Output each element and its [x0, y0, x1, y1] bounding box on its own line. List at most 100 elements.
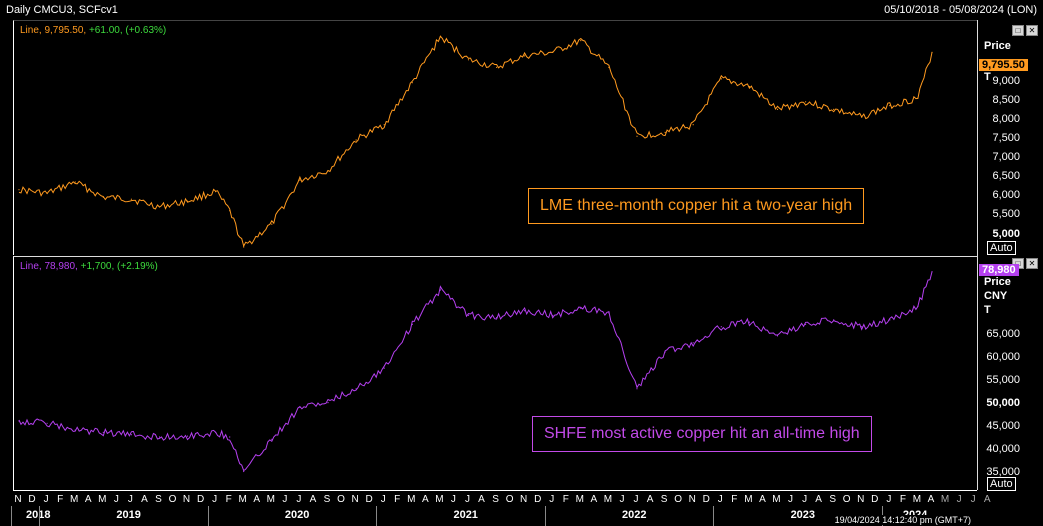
- y-tick-label: 5,500: [992, 208, 1020, 221]
- lme-price-axis[interactable]: □ ✕ Price 9,795.50 T 9,000 8,500 8,000 7,50…: [977, 20, 1043, 256]
- data-point: [243, 246, 245, 248]
- month-tick-label: A: [141, 494, 148, 505]
- y-tick-label: 8,000: [992, 112, 1020, 125]
- data-point: [917, 305, 919, 307]
- month-tick-label: J: [619, 494, 625, 505]
- year-tick-label: 2019: [116, 509, 141, 521]
- year-divider: [207, 506, 209, 526]
- y-tick-label: 45,000: [986, 419, 1020, 432]
- year-tick-label: 2023: [790, 509, 816, 521]
- y-tick-label: 50,000: [986, 396, 1020, 409]
- month-tick-label: O: [505, 494, 514, 505]
- lme-annotation: LME three-month copper hit a two-year hi…: [528, 188, 865, 224]
- month-tick-label: J: [127, 494, 133, 505]
- shfe-panel[interactable]: Line, 78,980, +1,700, (+2.19%) SHFE most…: [13, 256, 978, 491]
- data-point: [158, 436, 161, 438]
- data-point: [102, 431, 104, 433]
- lme-panel[interactable]: Line, 9,795.50, +61.00, (+0.63%) LME thr…: [13, 20, 978, 255]
- y-tick-label: 6,500: [992, 170, 1020, 183]
- series-line: [18, 271, 933, 472]
- data-point: [18, 189, 20, 191]
- data-point: [496, 66, 498, 68]
- series-line: [18, 35, 933, 248]
- data-point: [524, 310, 526, 312]
- month-tick-label: A: [84, 494, 92, 505]
- month-tick-label: S: [155, 494, 162, 505]
- lme-legend: Line, 9,795.50, +61.00, (+0.63%): [20, 25, 166, 36]
- month-tick-label: A: [309, 494, 317, 505]
- month-tick-label: M: [912, 494, 922, 505]
- month-tick-label: J: [212, 494, 218, 505]
- data-point: [636, 388, 638, 390]
- data-point: [327, 402, 329, 404]
- data-point: [215, 431, 217, 433]
- data-point: [580, 40, 582, 42]
- data-point: [636, 135, 638, 137]
- month-tick-label: O: [337, 494, 345, 505]
- shfe-price-axis[interactable]: □ ✕ 78,980 Price CNY T 65,00060,00055,00…: [977, 256, 1043, 491]
- data-point: [130, 198, 132, 200]
- data-point: [467, 314, 470, 316]
- data-point: [917, 97, 919, 99]
- y-tick-label: 5,000: [992, 227, 1020, 240]
- y-tick-label: 6,000: [992, 189, 1020, 202]
- close-icon[interactable]: ✕: [1026, 25, 1038, 36]
- month-tick-label: F: [731, 494, 738, 505]
- title-bar: Daily CMCU3, SCFcv1 05/10/2018 - 05/08/2…: [0, 0, 1043, 20]
- month-tick-label: J: [296, 494, 302, 505]
- data-point: [776, 335, 779, 337]
- data-point: [524, 55, 526, 57]
- y-tick-label: 60,000: [986, 350, 1020, 363]
- month-tick-label: A: [253, 494, 261, 505]
- data-point: [271, 438, 273, 440]
- month-tick-label: A: [646, 494, 654, 505]
- month-tick-label: M: [575, 494, 584, 505]
- month-tick-label: S: [660, 494, 668, 505]
- data-point: [552, 51, 554, 53]
- data-point: [748, 321, 751, 323]
- close-icon[interactable]: ✕: [1026, 258, 1038, 269]
- data-point: [496, 317, 498, 319]
- month-tick-label: N: [182, 494, 191, 505]
- y-tick-label: 9,000: [992, 74, 1020, 87]
- data-point: [720, 78, 722, 80]
- year-divider: [11, 506, 12, 526]
- data-point: [186, 435, 189, 437]
- month-tick-label: F: [394, 494, 401, 505]
- month-tick-label: M: [435, 494, 444, 505]
- data-point: [805, 323, 807, 325]
- month-tick-label: F: [225, 494, 232, 505]
- month-tick-label: M: [603, 494, 613, 505]
- data-point: [889, 105, 891, 107]
- maximize-icon[interactable]: □: [1012, 25, 1024, 36]
- data-point: [608, 312, 610, 314]
- data-point: [580, 307, 582, 309]
- month-tick-label: J: [956, 494, 962, 505]
- data-point: [552, 314, 554, 316]
- month-tick-label: M: [70, 494, 79, 505]
- month-tick-label: J: [113, 494, 119, 505]
- y-tick-label: 7,500: [992, 132, 1020, 144]
- month-tick-label: J: [549, 494, 555, 505]
- data-point: [299, 406, 301, 408]
- month-tick-label: S: [323, 494, 331, 505]
- data-point: [74, 181, 76, 183]
- data-point: [748, 85, 751, 88]
- data-point: [720, 326, 722, 328]
- month-tick-label: J: [970, 494, 976, 505]
- month-tick-label: J: [886, 494, 892, 505]
- data-point: [889, 319, 891, 321]
- year-divider: [376, 506, 378, 526]
- data-point: [439, 289, 441, 291]
- lme-legend-value: Line, 9,795.50,: [20, 25, 87, 36]
- month-tick-label: M: [238, 494, 247, 505]
- shfe-auto-button[interactable]: Auto: [987, 477, 1016, 491]
- month-tick-label: O: [842, 494, 851, 505]
- lme-legend-change: +61.00, (+0.63%): [88, 25, 167, 36]
- data-point: [861, 116, 863, 118]
- lme-last-price: 9,795.50: [979, 59, 1028, 71]
- month-tick-label: A: [421, 494, 429, 505]
- lme-auto-button[interactable]: Auto: [987, 241, 1016, 255]
- y-tick-label: 40,000: [986, 442, 1020, 455]
